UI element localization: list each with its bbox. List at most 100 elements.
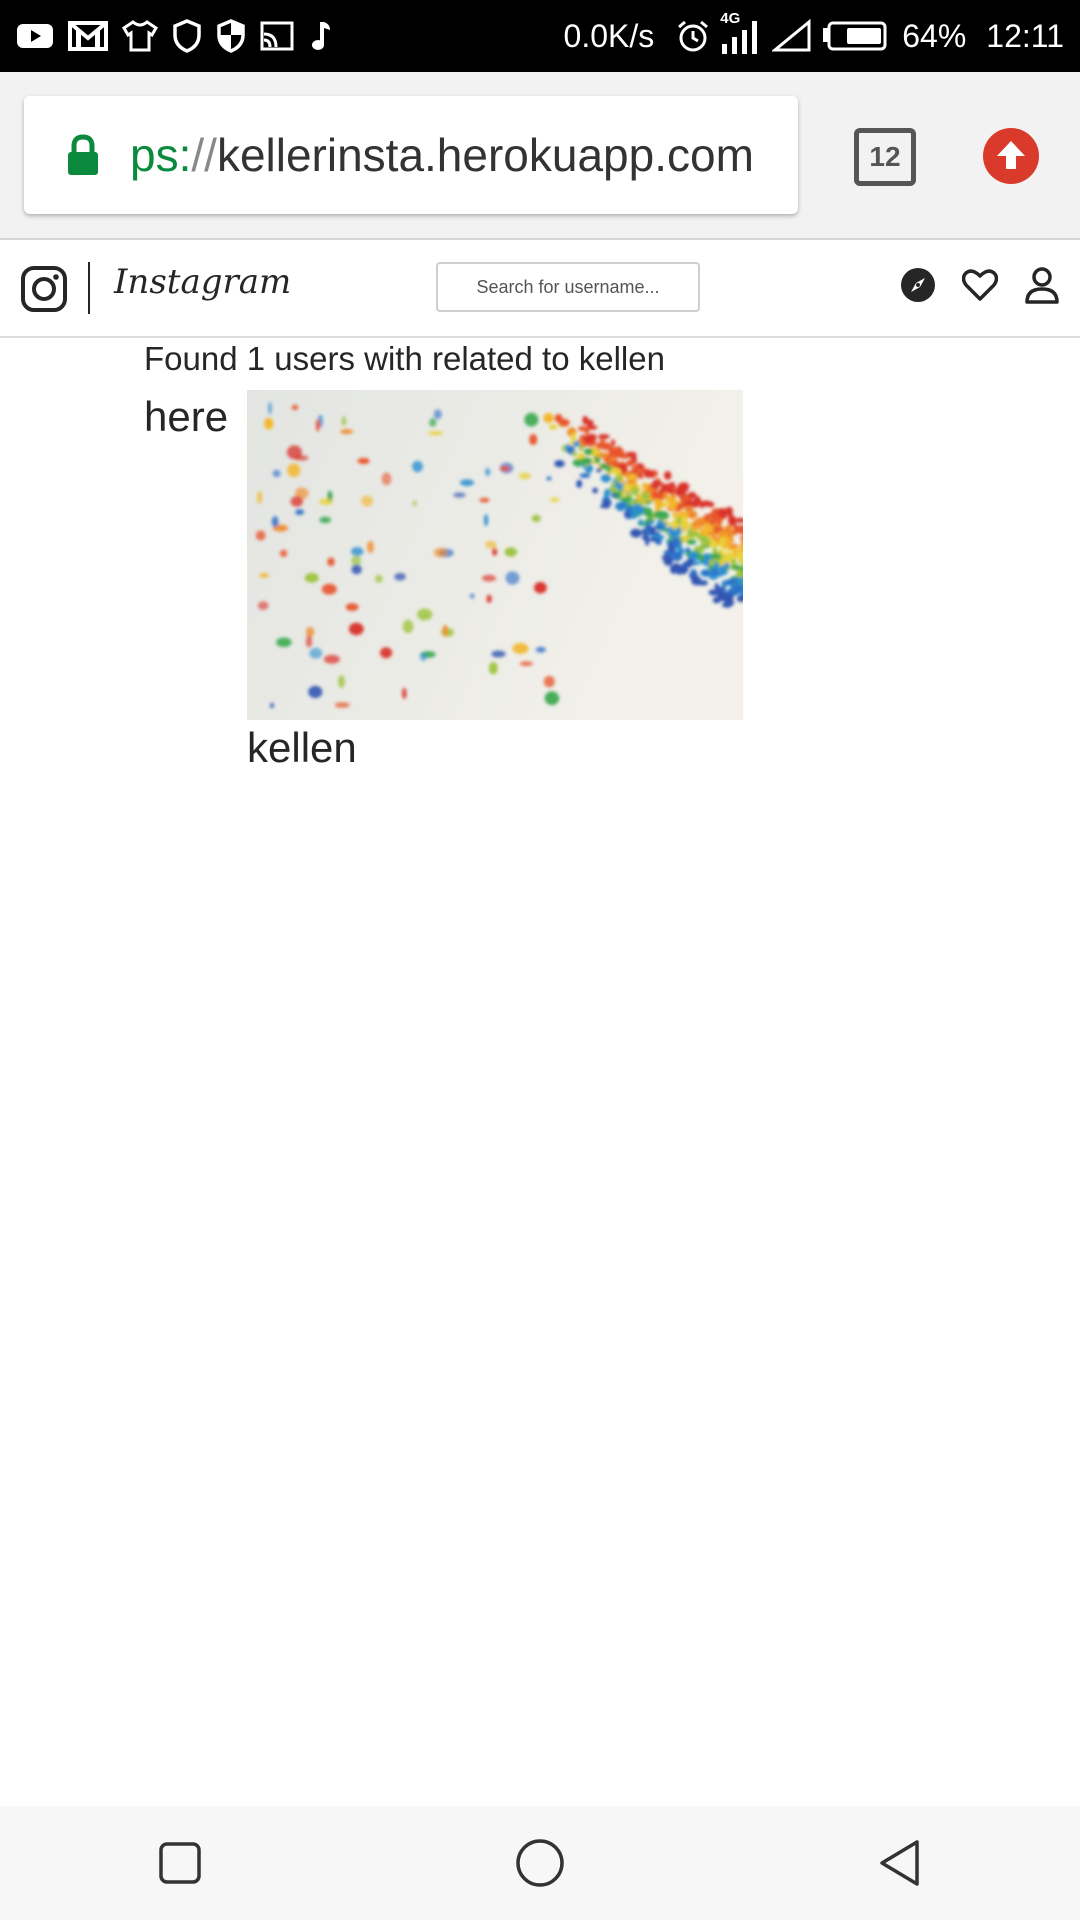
butterfly-speck: [611, 481, 616, 486]
butterfly-speck: [702, 570, 711, 576]
butterfly-speck: [286, 445, 302, 460]
result-username[interactable]: kellen: [247, 724, 357, 771]
butterfly-speck: [712, 526, 723, 532]
butterfly-speck: [323, 654, 340, 664]
butterfly-speck: [308, 685, 323, 699]
butterfly-speck: [558, 418, 570, 427]
butterfly-speck: [417, 608, 433, 621]
butterfly-speck: [673, 563, 680, 569]
butterfly-speck: [668, 482, 676, 488]
butterfly-speck: [599, 439, 606, 444]
butterfly-speck: [641, 535, 650, 541]
butterfly-speck: [573, 441, 581, 447]
butterfly-speck: [583, 434, 594, 444]
butterfly-speck: [578, 444, 584, 452]
butterfly-speck: [703, 525, 714, 533]
butterfly-speck: [366, 540, 374, 554]
butterfly-speck: [696, 554, 705, 561]
butterfly-speck: [327, 557, 335, 567]
butterfly-speck: [645, 469, 652, 478]
signal-bars-icon: [722, 21, 758, 54]
butterfly-speck: [740, 566, 743, 573]
butterfly-speck: [741, 538, 743, 547]
notification-icons: [16, 19, 332, 53]
recents-icon: [159, 1842, 201, 1884]
butterfly-speck: [739, 554, 743, 564]
butterfly-speck: [544, 691, 560, 706]
network-signal: 4G: [720, 10, 762, 56]
butterfly-speck: [645, 529, 651, 536]
butterfly-speck: [534, 581, 547, 594]
profile-icon[interactable]: [1024, 266, 1060, 304]
butterfly-speck: [678, 482, 690, 491]
butterfly-speck: [639, 474, 644, 480]
cast-icon: [260, 21, 294, 51]
butterfly-speck: [615, 474, 623, 482]
butterfly-speck: [631, 486, 639, 495]
butterfly-speck: [676, 567, 683, 575]
butterfly-speck: [485, 540, 497, 549]
butterfly-speck: [611, 439, 616, 447]
butterfly-speck: [351, 555, 362, 567]
address-bar[interactable]: ps://kellerinsta.herokuapp.com: [24, 96, 798, 214]
butterfly-speck: [708, 589, 719, 596]
user-result-image[interactable]: [247, 390, 743, 720]
search-input[interactable]: [436, 262, 700, 312]
gmail-icon: [68, 21, 108, 51]
back-icon: [880, 1840, 919, 1886]
butterfly-speck: [394, 572, 406, 581]
recents-button[interactable]: [90, 1841, 270, 1885]
butterfly-speck: [641, 482, 650, 490]
butterfly-speck: [735, 571, 743, 578]
butterfly-speck: [586, 425, 598, 430]
home-button[interactable]: [450, 1838, 630, 1888]
butterfly-speck: [442, 624, 448, 637]
butterfly-speck: [667, 543, 675, 553]
system-nav-bar: [0, 1806, 1080, 1920]
butterfly-speck: [583, 448, 593, 456]
butterfly-speck: [595, 442, 605, 449]
back-button[interactable]: [810, 1838, 990, 1888]
butterfly-speck: [596, 468, 602, 473]
butterfly-speck: [351, 546, 364, 557]
butterfly-speck: [736, 595, 743, 603]
butterfly-speck: [375, 574, 383, 583]
butterfly-speck: [318, 498, 333, 506]
butterfly-speck: [256, 491, 263, 504]
butterfly-speck: [685, 559, 693, 568]
butterfly-speck: [357, 457, 370, 465]
instagram-logo-icon[interactable]: [20, 265, 68, 313]
butterfly-speck: [647, 509, 653, 519]
butterfly-speck: [622, 490, 627, 499]
clock: 12:11: [986, 17, 1064, 54]
butterfly-speck: [485, 467, 491, 477]
heart-icon[interactable]: [962, 268, 998, 302]
butterfly-speck: [700, 500, 712, 507]
update-button[interactable]: [983, 128, 1039, 184]
butterfly-speck: [690, 561, 701, 566]
butterfly-speck: [529, 434, 538, 446]
youtube-icon: [17, 24, 53, 48]
butterfly-speck: [504, 547, 518, 557]
butterfly-speck: [602, 500, 612, 506]
tab-switcher-button[interactable]: 12: [854, 128, 916, 186]
butterfly-speck: [460, 479, 474, 487]
butterfly-speck: [662, 491, 668, 499]
butterfly-speck: [668, 529, 679, 539]
butterfly-speck: [499, 466, 511, 472]
butterfly-speck: [402, 619, 414, 634]
butterfly-speck: [617, 503, 626, 508]
home-icon: [516, 1839, 564, 1887]
url-text[interactable]: ps://kellerinsta.herokuapp.com: [130, 128, 754, 182]
butterfly-speck: [535, 646, 546, 653]
butterfly-speck: [730, 565, 742, 570]
butterfly-speck: [672, 511, 678, 518]
butterfly-speck: [341, 416, 347, 426]
result-summary: Found 1 users with related to kellen: [144, 340, 665, 377]
butterfly-speck: [549, 497, 560, 503]
butterfly-speck: [710, 513, 719, 523]
instagram-wordmark[interactable]: Instagram: [114, 262, 292, 302]
butterfly-speck: [684, 505, 694, 511]
compass-icon[interactable]: [900, 267, 936, 303]
butterfly-speck: [543, 675, 555, 688]
